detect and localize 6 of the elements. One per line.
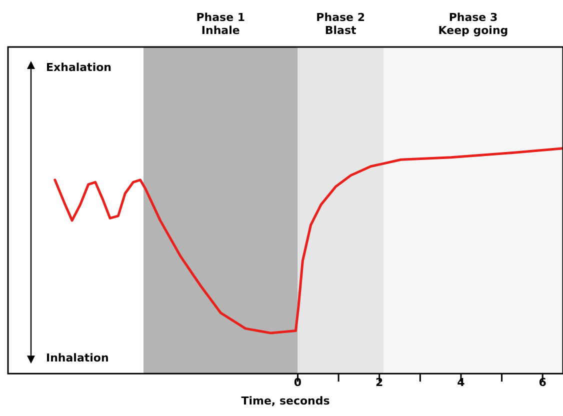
band-label: Phase 2 Blast (316, 11, 365, 37)
band-label: Phase 3 Keep going (438, 11, 508, 37)
band-label: Phase 1 Inhale (196, 11, 246, 37)
text: Exhalation (46, 61, 112, 74)
annotation: Inhalation (46, 352, 109, 365)
x-axis-title: Time, seconds (241, 394, 330, 408)
